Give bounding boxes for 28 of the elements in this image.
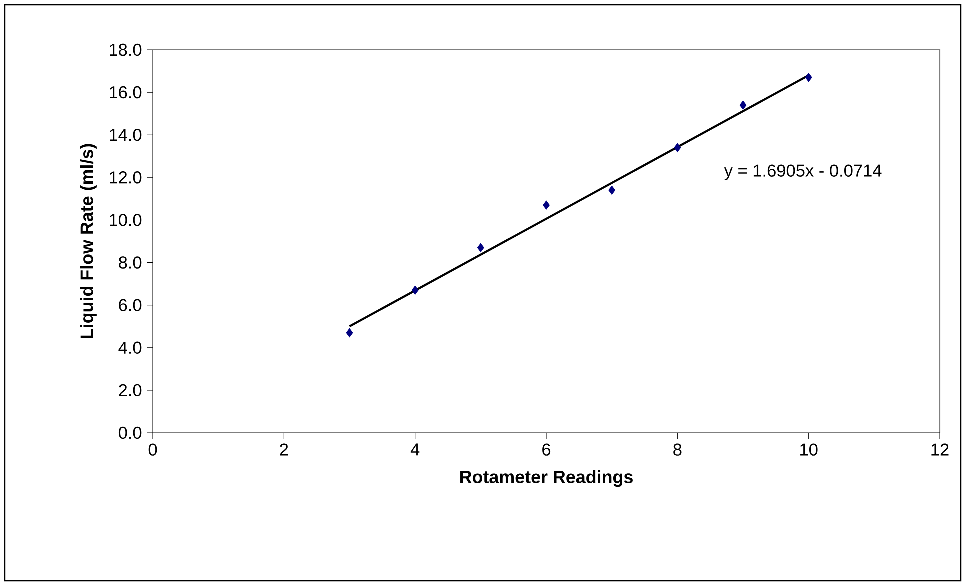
y-tick-label: 8.0 <box>119 256 142 269</box>
x-tick-label: 10 <box>800 444 818 456</box>
y-tick-label: 12.0 <box>110 172 142 184</box>
y-tick-label: 6.0 <box>119 299 142 312</box>
point <box>674 143 682 152</box>
y-tick-label: 10.0 <box>110 214 142 226</box>
x-axis-title: Rotameter Readings <box>460 470 633 488</box>
y-tick-label: 4.0 <box>118 342 142 354</box>
point <box>805 73 812 82</box>
x-tick-label: 4 <box>410 444 420 456</box>
annotation: y = 1.6905x - 0.0714 <box>724 164 882 180</box>
x-tick-label: 12 <box>932 444 949 456</box>
y-axis-title: Liquid Flow Rate (ml/s) <box>80 144 97 338</box>
y-tick-label: 14.0 <box>110 128 142 142</box>
point <box>740 100 747 110</box>
x-tick-label: 0 <box>148 444 158 456</box>
y-tick-label: 16.0 <box>110 86 142 99</box>
y-tick-label: 18.0 <box>110 44 142 56</box>
point <box>477 243 484 252</box>
y-tick-label: 0.0 <box>118 426 142 440</box>
point <box>608 186 616 195</box>
x-tick-label: 2 <box>280 444 288 456</box>
point <box>346 328 354 338</box>
point <box>412 286 419 295</box>
x-tick-label: 8 <box>674 444 682 456</box>
point <box>543 200 550 210</box>
y-tick-label: 2.0 <box>119 384 142 397</box>
x-tick-label: 6 <box>542 444 551 456</box>
